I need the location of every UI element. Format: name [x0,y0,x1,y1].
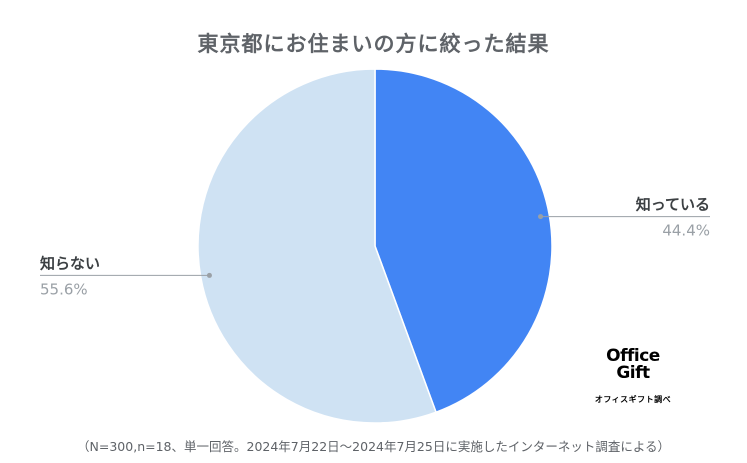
logo-caption: オフィスギフト調べ [594,395,672,404]
logo-line-gift: Gift [616,363,650,383]
pie-slice-1 [374,68,553,414]
pie-slice-2 [197,68,437,424]
chart-title: 東京都にお住まいの方に絞った結果 [197,32,550,56]
survey-footnote: （N=300,n=18、単一回答。2024年7月22日〜2024年7月25日に実… [77,439,670,454]
logo-line-office: Office [606,346,660,366]
office-gift-logo: Office Gift オフィスギフト調べ [588,348,678,405]
slice-value-1: 44.4% [662,222,710,240]
slice-value-2: 55.6% [40,280,88,298]
slice-label-2: 知らない [40,254,100,272]
slice-label-1: 知っている [636,196,710,214]
